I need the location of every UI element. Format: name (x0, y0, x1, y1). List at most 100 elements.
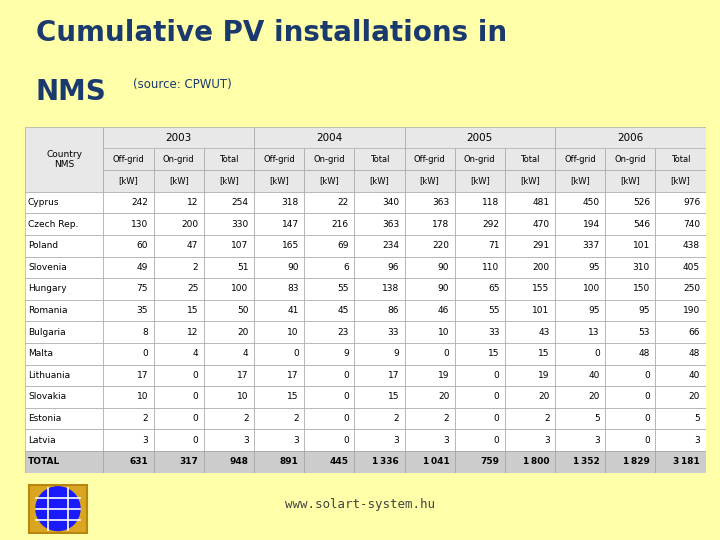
Bar (204, 343, 254, 364)
Bar (455, 343, 505, 364)
Bar (555, 127, 706, 148)
Bar (655, 278, 706, 300)
Text: Off-grid: Off-grid (414, 155, 446, 164)
Bar (655, 386, 706, 408)
Bar (655, 235, 706, 256)
Text: Off-grid: Off-grid (564, 155, 596, 164)
Bar (606, 256, 655, 278)
Bar (104, 235, 153, 256)
Text: 330: 330 (231, 220, 248, 228)
Bar (104, 364, 153, 386)
Text: 48: 48 (689, 349, 700, 358)
Bar (153, 429, 204, 451)
Bar (555, 192, 606, 213)
Bar (254, 364, 304, 386)
Text: Lithuania: Lithuania (28, 371, 70, 380)
Bar (455, 213, 505, 235)
Bar (555, 148, 606, 170)
Bar (254, 386, 304, 408)
Text: 13: 13 (588, 328, 600, 336)
Text: 220: 220 (432, 241, 449, 250)
Bar (104, 451, 153, 472)
Text: 1 829: 1 829 (623, 457, 650, 466)
Bar (25, 386, 104, 408)
Text: NMS: NMS (36, 78, 107, 106)
Text: Estonia: Estonia (28, 414, 61, 423)
Bar (254, 192, 304, 213)
Bar (104, 148, 153, 170)
Text: 15: 15 (538, 349, 549, 358)
Text: 55: 55 (338, 285, 349, 293)
Text: 0: 0 (193, 414, 199, 423)
Bar (153, 300, 204, 321)
Text: 107: 107 (231, 241, 248, 250)
Text: 15: 15 (187, 306, 199, 315)
Bar (555, 429, 606, 451)
Text: 90: 90 (438, 285, 449, 293)
Bar (254, 213, 304, 235)
Bar (505, 235, 555, 256)
Text: 5: 5 (694, 414, 700, 423)
Bar (104, 192, 153, 213)
Text: 155: 155 (532, 285, 549, 293)
Text: Poland: Poland (28, 241, 58, 250)
Text: [kW]: [kW] (369, 177, 390, 185)
Text: 481: 481 (533, 198, 549, 207)
Text: 48: 48 (639, 349, 650, 358)
Text: 20: 20 (438, 393, 449, 401)
Text: 194: 194 (582, 220, 600, 228)
Text: 53: 53 (639, 328, 650, 336)
Text: 10: 10 (137, 393, 148, 401)
Text: 254: 254 (232, 198, 248, 207)
Text: Country
NMS: Country NMS (46, 150, 82, 169)
Bar (104, 127, 254, 148)
Text: 15: 15 (488, 349, 500, 358)
Text: 0: 0 (343, 436, 349, 444)
Text: 23: 23 (338, 328, 349, 336)
Text: 2006: 2006 (617, 133, 644, 143)
Text: 15: 15 (387, 393, 399, 401)
Bar (405, 429, 455, 451)
Text: 363: 363 (382, 220, 399, 228)
Text: 948: 948 (230, 457, 248, 466)
Text: 12: 12 (187, 328, 199, 336)
Text: 20: 20 (588, 393, 600, 401)
Bar (104, 408, 153, 429)
Text: 46: 46 (438, 306, 449, 315)
Text: 3: 3 (544, 436, 549, 444)
Text: 10: 10 (438, 328, 449, 336)
Text: 3: 3 (293, 436, 299, 444)
Text: TOTAL: TOTAL (28, 457, 60, 466)
Text: 60: 60 (137, 241, 148, 250)
Bar (455, 321, 505, 343)
Bar (25, 343, 104, 364)
Text: 200: 200 (181, 220, 199, 228)
Text: 47: 47 (187, 241, 199, 250)
Bar (204, 170, 254, 192)
Bar (555, 278, 606, 300)
Bar (153, 170, 204, 192)
Bar (254, 343, 304, 364)
Bar (405, 451, 455, 472)
Text: 45: 45 (338, 306, 349, 315)
Bar (104, 170, 153, 192)
Bar (304, 343, 354, 364)
Bar (505, 364, 555, 386)
Bar (354, 256, 405, 278)
Text: 35: 35 (137, 306, 148, 315)
Text: 150: 150 (633, 285, 650, 293)
Text: 20: 20 (689, 393, 700, 401)
Text: 0: 0 (644, 371, 650, 380)
Bar (304, 170, 354, 192)
Text: 51: 51 (237, 263, 248, 272)
Text: 40: 40 (689, 371, 700, 380)
Text: 9: 9 (393, 349, 399, 358)
Bar (304, 300, 354, 321)
Bar (655, 364, 706, 386)
Text: 759: 759 (480, 457, 500, 466)
Text: On-grid: On-grid (313, 155, 345, 164)
Text: 95: 95 (639, 306, 650, 315)
Bar (153, 364, 204, 386)
Bar (455, 192, 505, 213)
Text: 17: 17 (237, 371, 248, 380)
